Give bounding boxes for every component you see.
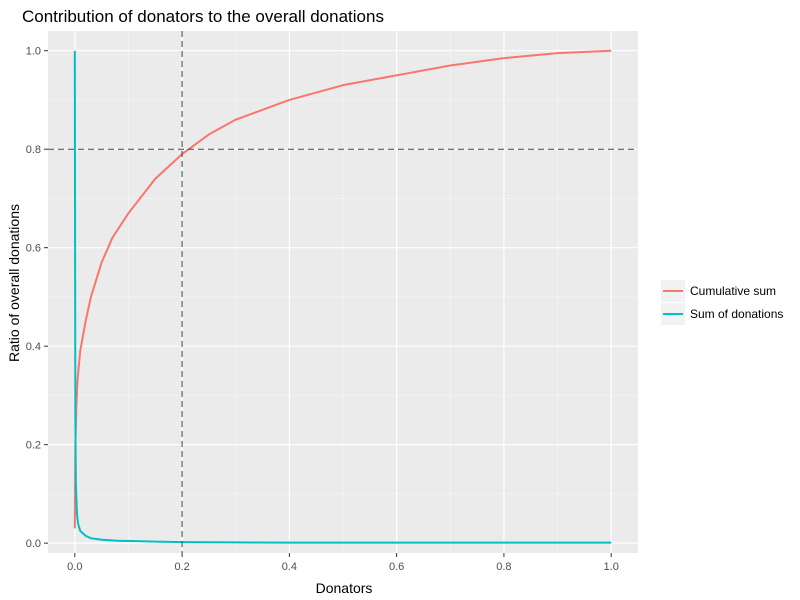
series-line-sum-of-donations — [73, 50, 612, 544]
x-axis-title: Donators — [316, 580, 373, 596]
y-tick-label: 1.0 — [26, 46, 41, 58]
series-line-cumulative-sum — [73, 49, 612, 529]
legend-label-sum-of-donations: Sum of donations — [690, 307, 783, 321]
y-tick-label: 0.4 — [26, 341, 41, 353]
y-tick-label: 0.6 — [26, 243, 41, 255]
x-tick-label: 0.0 — [67, 561, 82, 573]
y-tick-label: 0.8 — [26, 144, 41, 156]
chart-title: Contribution of donators to the overall … — [22, 7, 384, 26]
legend: Cumulative sum Sum of donations — [661, 280, 783, 325]
x-tick-label: 0.6 — [389, 561, 404, 573]
y-tick-label: 0.0 — [26, 538, 41, 550]
legend-label-cumulative-sum: Cumulative sum — [690, 284, 776, 298]
y-tick-label: 0.2 — [26, 440, 41, 452]
x-tick-label: 1.0 — [604, 561, 619, 573]
x-tick-label: 0.8 — [496, 561, 511, 573]
x-tick-label: 0.2 — [174, 561, 189, 573]
x-tick-label: 0.4 — [282, 561, 297, 573]
plot-panel: 0.0 0.2 0.4 0.6 0.8 1.0 0.0 0.2 0.4 0.6 0.8 1.0 — [26, 31, 638, 573]
y-axis-title: Ratio of overall donations — [6, 204, 22, 362]
